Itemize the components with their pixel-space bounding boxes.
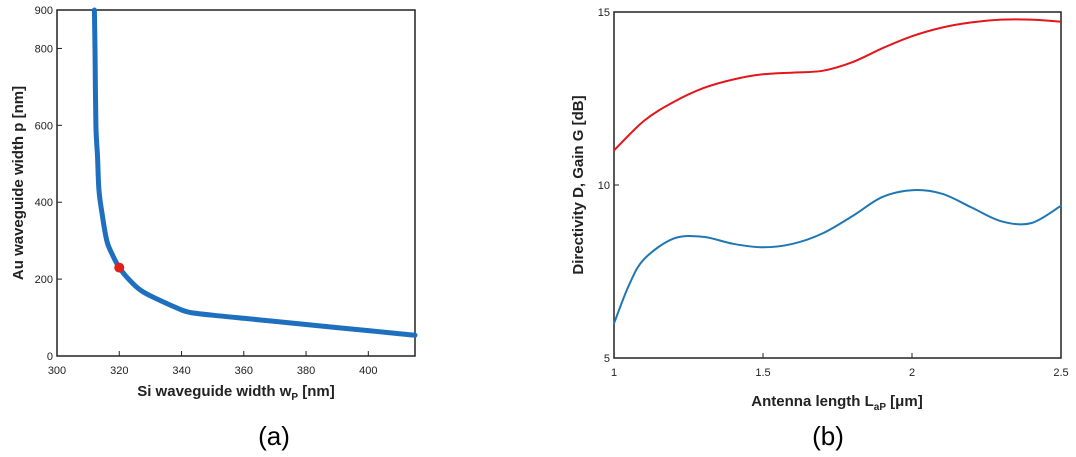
chart-a: 300 320 340 360 380 400 0 200 400 600 800 900 Si wa…: [10, 5, 418, 451]
chart-b-ytick-label: 10: [598, 180, 610, 192]
chart-a-series-line-0: [91, 7, 418, 338]
chart-b-xtick-label: 1.5: [755, 367, 770, 379]
chart-a-xtick-label: 340: [172, 365, 190, 377]
chart-b-ticks: 1 1.5 2 2.5 5 10 15: [598, 7, 1069, 379]
panel-label-a: (a): [258, 421, 290, 451]
chart-b: 1 1.5 2 2.5 5 10 15 Antenna length LaP [μm] Di…: [570, 7, 1069, 451]
chart-a-xtick-label: 360: [235, 365, 253, 377]
chart-a-ytick-label: 0: [47, 351, 53, 363]
chart-b-ytick-label: 5: [604, 353, 610, 365]
chart-a-xtick-label: 320: [110, 365, 128, 377]
chart-b-series-line-1: [613, 189, 1062, 325]
chart-a-xlabel: Si waveguide width wP [nm]: [137, 383, 335, 403]
chart-a-series: [91, 7, 418, 338]
chart-a-xtick-label: 380: [297, 365, 315, 377]
chart-b-series: [613, 18, 1062, 325]
chart-b-xlabel: Antenna length LaP [μm]: [751, 393, 922, 413]
chart-a-ylabel: Au waveguide width p [nm]: [10, 86, 27, 280]
chart-a-ytick-label: 400: [35, 197, 53, 209]
chart-a-ytick-label: 800: [35, 43, 53, 55]
chart-a-ytick-label: 600: [35, 120, 53, 132]
chart-a-xtick-label: 300: [48, 365, 66, 377]
panel-label-b: (b): [812, 421, 844, 451]
chart-a-xtick-label: 400: [359, 365, 377, 377]
chart-b-xtick-label: 2.5: [1053, 367, 1068, 379]
chart-a-ytick-label: 200: [35, 274, 53, 286]
chart-b-series-line-0: [613, 18, 1062, 152]
chart-b-plot-area: [613, 11, 1062, 359]
chart-a-ticks: 300 320 340 360 380 400 0 200 400 600 800 900: [35, 5, 378, 377]
chart-a-plot-area: [56, 9, 416, 357]
chart-a-highlight-point: [114, 262, 125, 273]
chart-b-xtick-label: 1: [611, 367, 617, 379]
chart-a-ytick-label: 900: [35, 5, 53, 17]
chart-b-ytick-label: 15: [598, 7, 610, 19]
chart-b-xtick-label: 2: [909, 367, 915, 379]
chart-b-ylabel: Directivity D, Gain G [dB]: [570, 95, 587, 274]
